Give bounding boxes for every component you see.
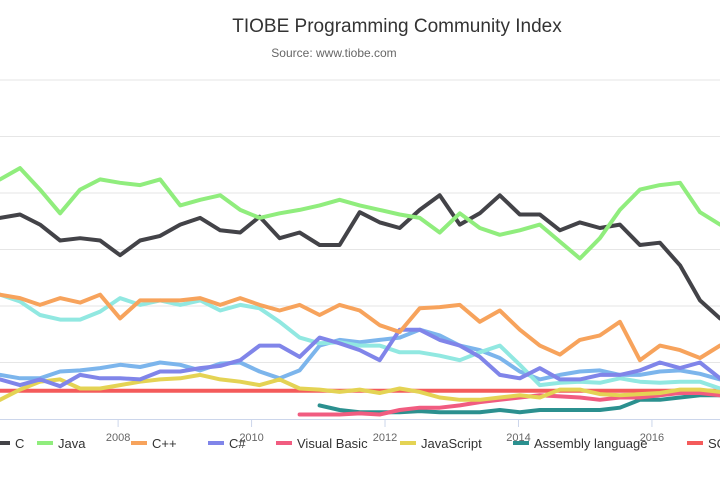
- legend-marker: [37, 441, 53, 445]
- legend-item-c-[interactable]: C#: [208, 436, 246, 451]
- legend-label: C++: [152, 436, 177, 451]
- series-line-unnamed-9: [0, 327, 720, 382]
- legend-item-c[interactable]: C: [0, 436, 24, 451]
- legend-label: C#: [229, 436, 246, 451]
- series-line-c-: [0, 327, 720, 389]
- series-line-visual-basic: [297, 391, 720, 417]
- x-tick-label: 2016: [640, 432, 664, 444]
- legend-item-java[interactable]: Java: [37, 436, 86, 451]
- series-lines: [0, 166, 720, 417]
- chart-title: TIOBE Programming Community Index: [232, 16, 562, 37]
- legend-item-visual-basic[interactable]: Visual Basic: [276, 436, 368, 451]
- legend-marker: [276, 441, 292, 445]
- legend-label: SQL: [708, 436, 720, 451]
- legend-label: Java: [58, 436, 86, 451]
- legend-marker: [687, 441, 703, 445]
- legend: C Java C++ C# Visual Basic JavaScript Assembly…: [0, 436, 720, 451]
- legend-marker: [131, 441, 147, 445]
- legend-label: JavaScript: [421, 436, 482, 451]
- legend-item-c-[interactable]: C++: [131, 436, 177, 451]
- chart-subtitle: Source: www.tiobe.com: [271, 46, 396, 60]
- legend-marker: [208, 441, 224, 445]
- series-line-c: [0, 193, 720, 321]
- legend-item-sql[interactable]: SQL: [687, 436, 720, 451]
- x-tick-label: 2010: [239, 432, 263, 444]
- legend-marker: [0, 441, 10, 445]
- legend-marker: [513, 441, 529, 445]
- x-tick-label: 2008: [106, 432, 130, 444]
- gridlines: [0, 79, 720, 363]
- x-tick-label: 2012: [373, 432, 397, 444]
- legend-item-assembly-language[interactable]: Assembly language: [513, 436, 647, 451]
- legend-label: C: [15, 436, 24, 451]
- legend-marker: [400, 441, 416, 445]
- legend-label: Assembly language: [534, 436, 647, 451]
- legend-label: Visual Basic: [297, 436, 368, 451]
- legend-item-javascript[interactable]: JavaScript: [400, 436, 482, 451]
